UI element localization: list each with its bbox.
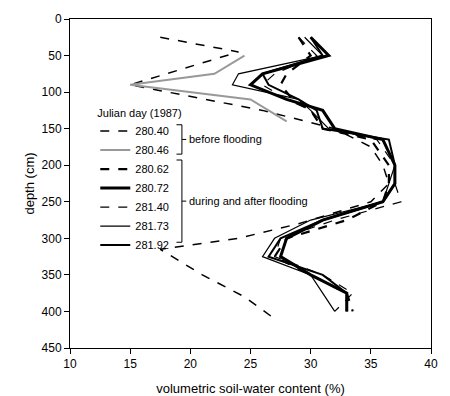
svg-text:15: 15 bbox=[123, 357, 137, 371]
svg-text:350: 350 bbox=[42, 268, 62, 282]
svg-text:300: 300 bbox=[42, 232, 62, 246]
svg-text:280.46: 280.46 bbox=[135, 144, 169, 156]
svg-text:Julian day (1987): Julian day (1987) bbox=[97, 107, 181, 119]
svg-text:250: 250 bbox=[42, 195, 62, 209]
svg-text:200: 200 bbox=[42, 158, 62, 172]
svg-text:280.40: 280.40 bbox=[135, 125, 169, 137]
svg-text:281.73: 281.73 bbox=[135, 220, 169, 232]
svg-text:50: 50 bbox=[48, 49, 62, 63]
svg-text:volumetric soil-water content: volumetric soil-water content (%) bbox=[156, 381, 345, 396]
svg-text:25: 25 bbox=[244, 357, 258, 371]
svg-text:35: 35 bbox=[364, 357, 378, 371]
svg-text:0: 0 bbox=[55, 12, 62, 26]
svg-text:during and after flooding: during and after flooding bbox=[189, 195, 308, 207]
svg-text:100: 100 bbox=[42, 85, 62, 99]
svg-text:10: 10 bbox=[63, 357, 77, 371]
svg-text:40: 40 bbox=[424, 357, 438, 371]
svg-text:280.72: 280.72 bbox=[135, 182, 169, 194]
svg-text:280.62: 280.62 bbox=[135, 163, 169, 175]
svg-text:400: 400 bbox=[42, 305, 62, 319]
svg-text:30: 30 bbox=[304, 357, 318, 371]
svg-text:depth (cm): depth (cm) bbox=[22, 152, 37, 214]
svg-text:20: 20 bbox=[184, 357, 198, 371]
svg-text:150: 150 bbox=[42, 122, 62, 136]
svg-text:before flooding: before flooding bbox=[189, 133, 262, 145]
svg-text:281.92: 281.92 bbox=[135, 239, 169, 251]
svg-text:281.40: 281.40 bbox=[135, 201, 169, 213]
svg-text:450: 450 bbox=[42, 341, 62, 355]
